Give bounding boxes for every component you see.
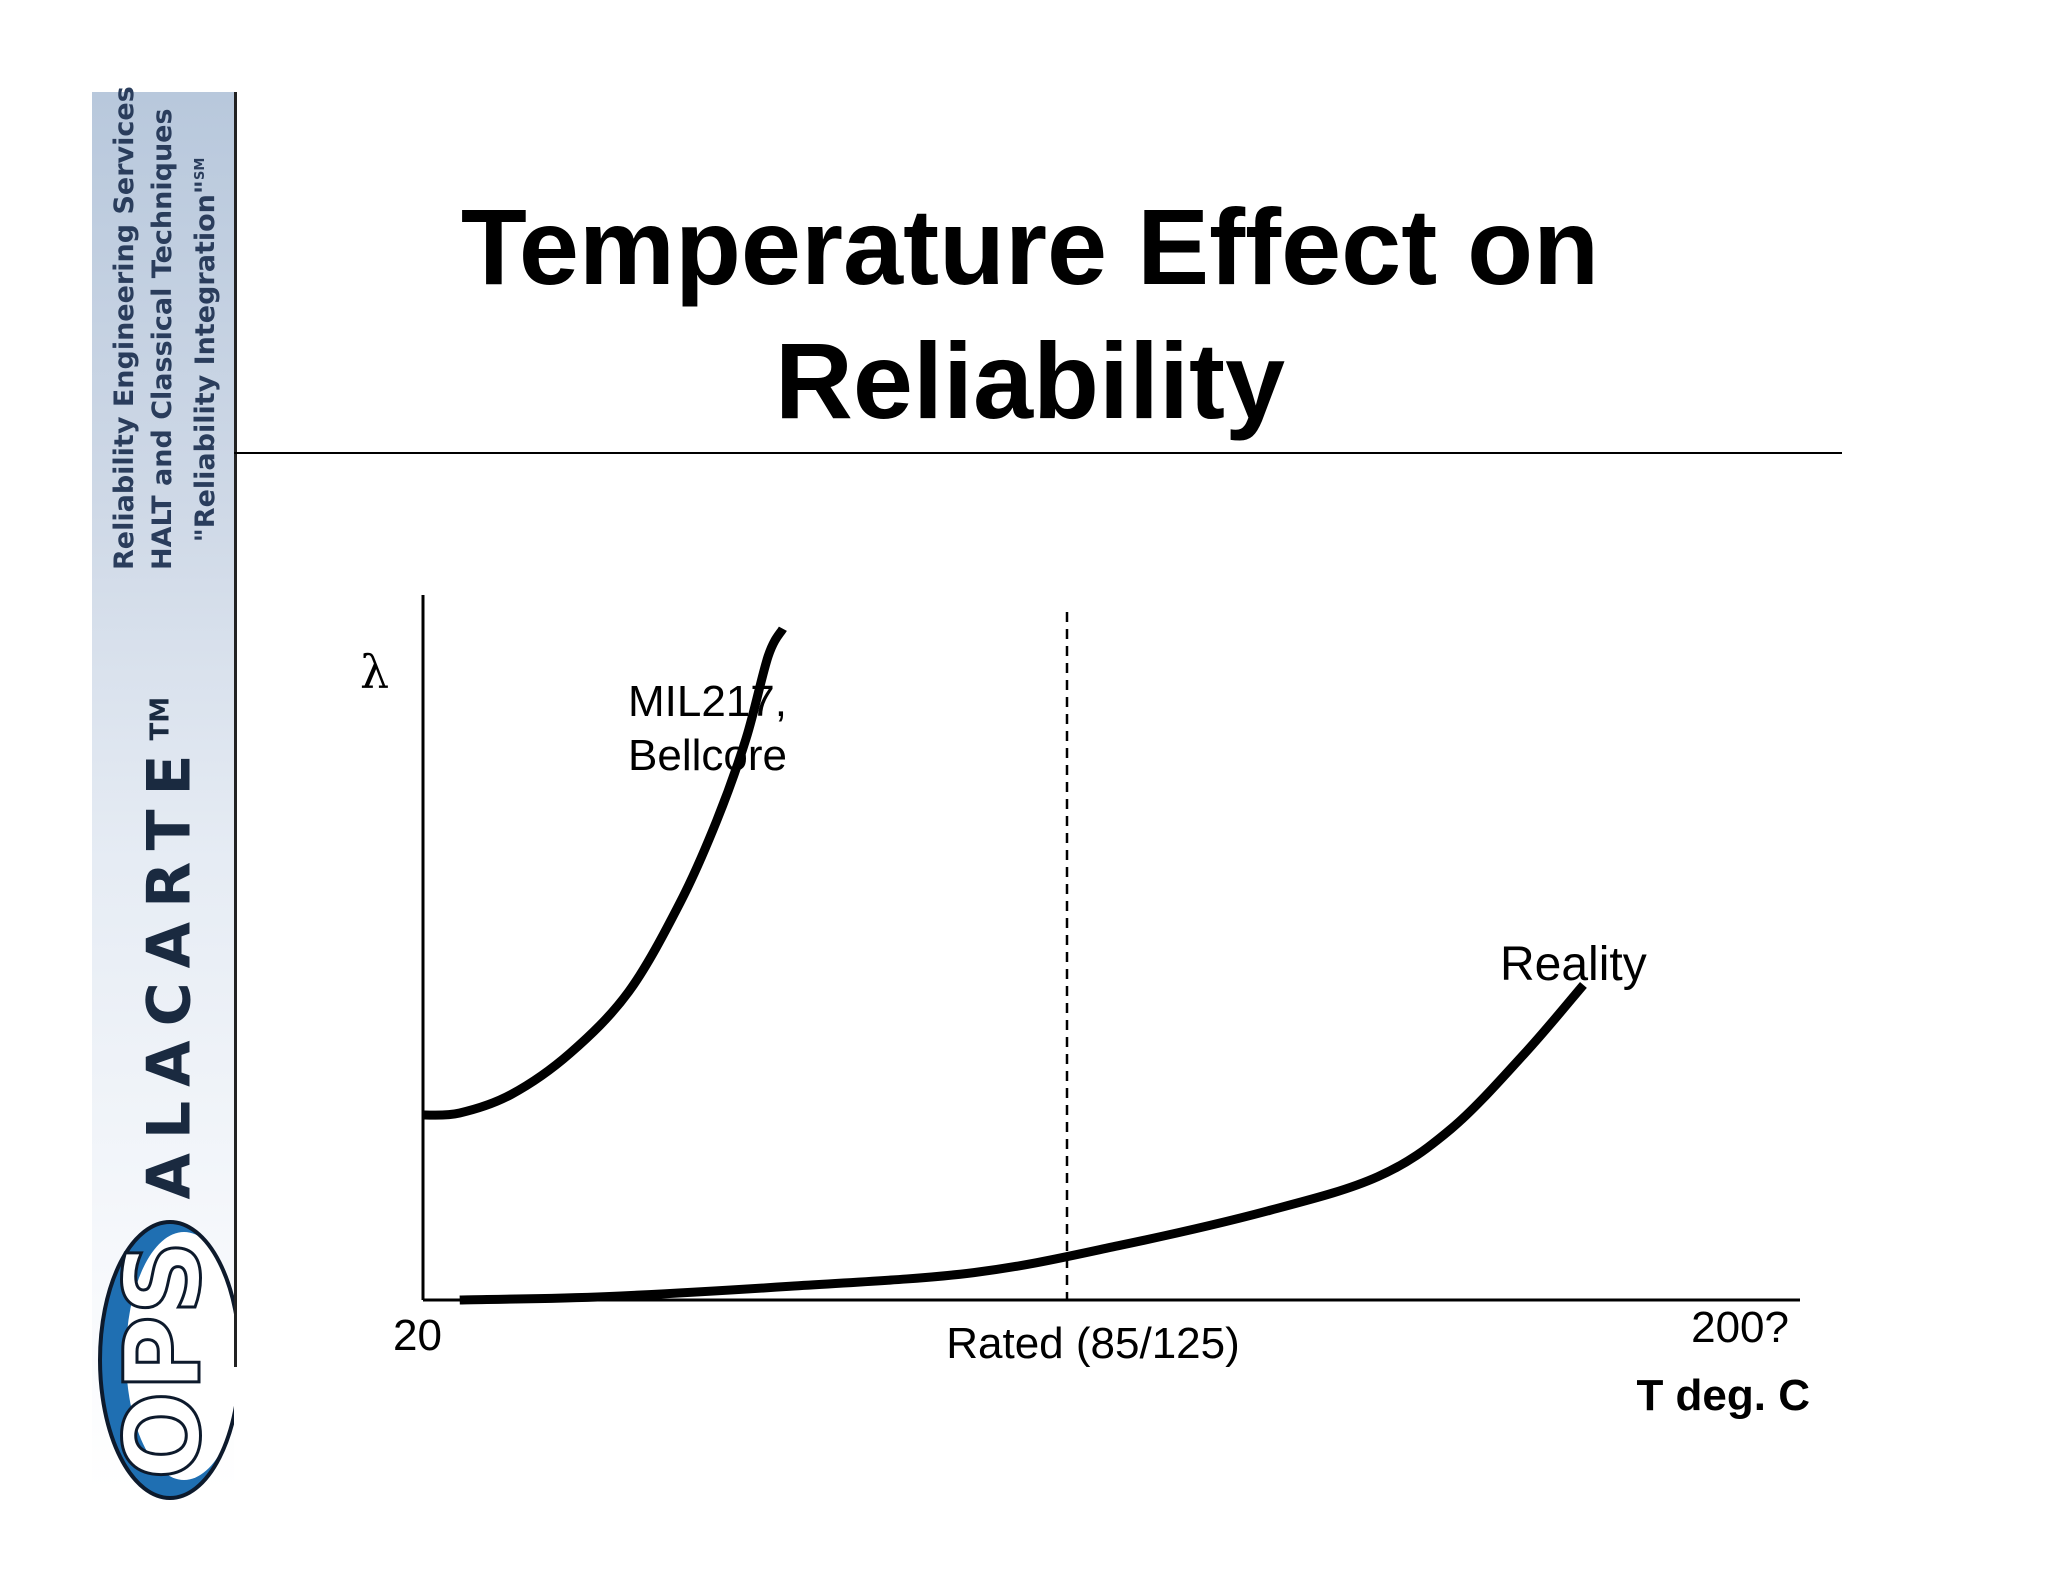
title-divider bbox=[234, 452, 1842, 454]
x-tick-label: 20 bbox=[393, 1311, 442, 1360]
y-axis-label: λ bbox=[360, 645, 389, 699]
title-line-2: Reliability bbox=[774, 320, 1286, 441]
x-axis-label: T deg. C bbox=[1636, 1371, 1810, 1420]
series-label-reality: Reality bbox=[1500, 938, 1647, 991]
series-label-mil217: MIL217, Bellcore bbox=[628, 677, 787, 780]
series-line-reality bbox=[459, 981, 1587, 1305]
logo-swoosh-icon bbox=[98, 1220, 234, 1500]
page-title: Temperature Effect on Reliability bbox=[380, 180, 1680, 448]
x-tick-label: 200? bbox=[1691, 1303, 1789, 1352]
title-line-1: Temperature Effect on bbox=[460, 186, 1600, 307]
series-line-mil217-bellcore bbox=[422, 626, 787, 1120]
ops-logo: OPS bbox=[92, 1210, 234, 1500]
sidebar-divider bbox=[234, 92, 237, 1367]
x-tick-label: Rated (85/125) bbox=[946, 1319, 1240, 1368]
